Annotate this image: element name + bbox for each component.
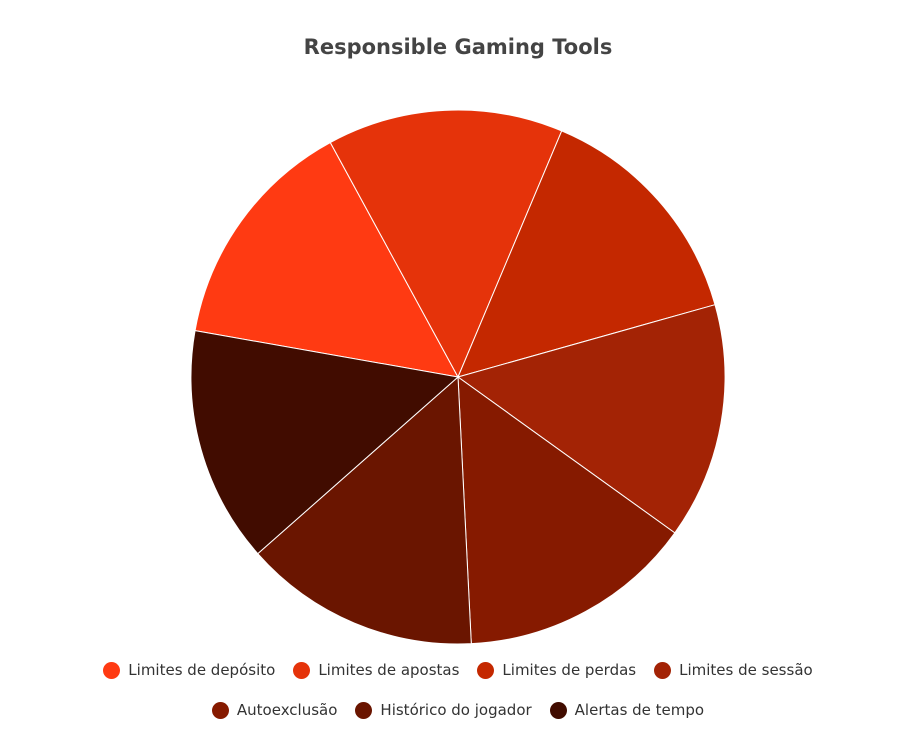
legend-marker bbox=[654, 661, 672, 679]
legend-item: Histórico do jogador bbox=[355, 700, 532, 720]
pie-slice bbox=[457, 375, 676, 645]
legend-label: Limites de sessão bbox=[679, 661, 813, 679]
legend-marker bbox=[103, 661, 121, 679]
legend-marker bbox=[355, 701, 373, 719]
legend: Limites de depósito Limites de apostas Lim… bbox=[60, 660, 856, 720]
legend-marker bbox=[477, 661, 495, 679]
chart: Responsible Gaming Tools bbox=[190, 35, 726, 645]
legend-item: Limites de depósito bbox=[103, 660, 275, 680]
pie-slice bbox=[456, 304, 726, 534]
legend-label: Autoexclusão bbox=[236, 701, 338, 719]
legend-item: Autoexclusão bbox=[211, 700, 338, 720]
legend-item: Limites de perdas bbox=[477, 660, 636, 680]
legend-marker bbox=[549, 701, 567, 719]
legend-item: Limites de apostas bbox=[293, 660, 459, 680]
legend-label: Limites de perdas bbox=[502, 661, 637, 679]
legend-marker bbox=[293, 661, 311, 679]
legend-label: Alertas de tempo bbox=[574, 701, 705, 719]
pie-slice bbox=[457, 130, 716, 378]
legend-label: Histórico do jogador bbox=[380, 701, 532, 719]
pie-slice bbox=[190, 330, 460, 555]
pie-slice bbox=[329, 109, 563, 379]
legend-label: Limites de apostas bbox=[318, 661, 460, 679]
pie-slice bbox=[194, 141, 459, 378]
legend-label: Limites de depósito bbox=[128, 661, 276, 679]
legend-marker bbox=[211, 701, 229, 719]
legend-item: Alertas de tempo bbox=[549, 700, 705, 720]
pie-slice bbox=[257, 375, 472, 645]
legend-item: Limites de sessão bbox=[654, 660, 813, 680]
chart-title: Responsible Gaming Tools bbox=[304, 35, 613, 59]
